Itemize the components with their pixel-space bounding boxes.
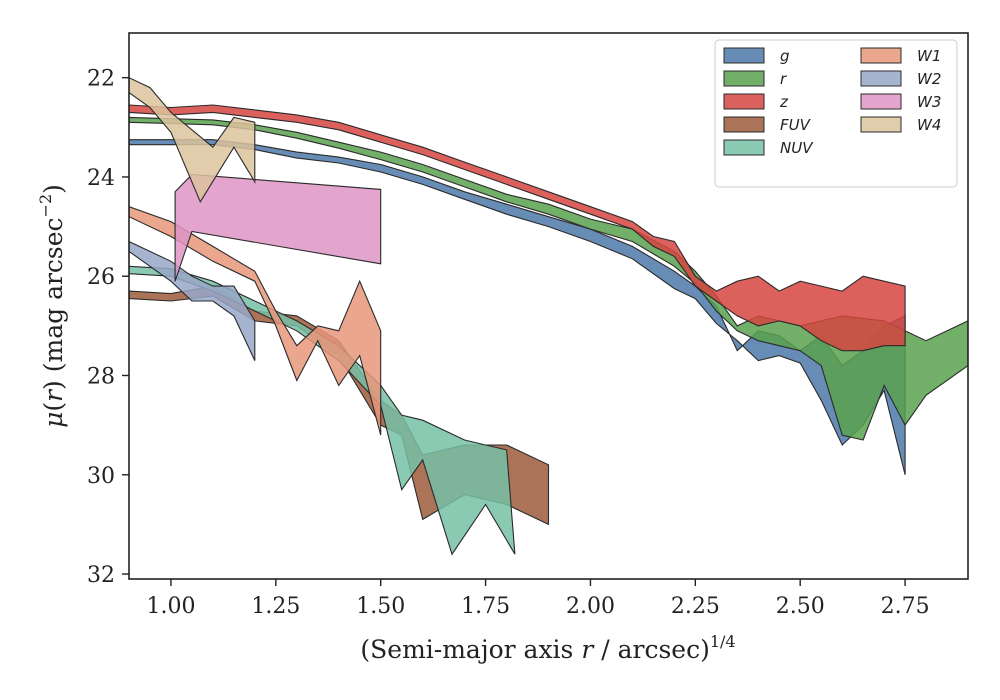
x-tick-label: 1.25 — [251, 594, 300, 619]
plot-frame — [128, 32, 969, 580]
legend-label-w1: W1 — [917, 47, 941, 65]
series-layer — [129, 77, 968, 556]
legend-swatch-w1 — [860, 47, 902, 64]
y-tick-label: 26 — [87, 265, 115, 290]
x-tick-label: 1.75 — [461, 594, 510, 619]
y-tick-label: 32 — [87, 563, 115, 588]
legend-label-z: z — [779, 93, 789, 111]
series-band-w1 — [129, 206, 382, 436]
legend-swatch-r — [723, 70, 765, 87]
x-axis-label: (Semi-major axis r / arcsec)1/4 — [360, 632, 735, 664]
legend-label-g: g — [780, 47, 790, 65]
y-tick-label: 24 — [87, 166, 115, 191]
series-band-g — [129, 139, 906, 475]
legend-label-w4: W4 — [917, 116, 941, 134]
legend-label-w2: W2 — [917, 70, 941, 88]
y-axis: 22 24 26 28 30 32 — [87, 67, 129, 588]
y-axis-label: μ(r) (mag arcsec−2) — [36, 184, 68, 428]
legend: grz FUV NUV W1 W2 W3 W4 — [714, 39, 958, 188]
x-axis: 1.00 1.25 1.50 1.75 2.00 2.25 2.50 2.75 — [146, 579, 930, 619]
series-band-r — [129, 116, 968, 441]
y-tick-label: 28 — [87, 364, 115, 389]
x-tick-label: 2.00 — [566, 594, 615, 619]
y-tick-label: 22 — [87, 67, 115, 92]
y-tick-label: 30 — [87, 464, 115, 489]
series-band-w4 — [129, 77, 256, 203]
x-tick-label: 2.25 — [671, 594, 720, 619]
series-band-nuv — [129, 265, 516, 556]
legend-label-nuv: NUV — [780, 139, 814, 157]
x-tick-label: 2.50 — [776, 594, 825, 619]
legend-label-w3: W3 — [917, 93, 941, 111]
series-band-z — [129, 104, 906, 352]
legend-swatch-w3 — [860, 93, 902, 110]
legend-label-fuv: FUV — [780, 116, 812, 134]
legend-swatch-g — [723, 47, 765, 64]
legend-swatch-w2 — [860, 70, 902, 87]
x-tick-label: 1.50 — [356, 594, 405, 619]
legend-label-r: r — [780, 70, 787, 88]
legend-swatch-fuv — [723, 116, 765, 133]
legend-swatch-w4 — [860, 116, 902, 133]
legend-swatch-z — [723, 93, 765, 110]
x-tick-label: 2.75 — [881, 594, 930, 619]
x-tick-label: 1.00 — [146, 594, 195, 619]
legend-swatch-nuv — [723, 139, 765, 156]
series-band-w2 — [129, 240, 256, 361]
